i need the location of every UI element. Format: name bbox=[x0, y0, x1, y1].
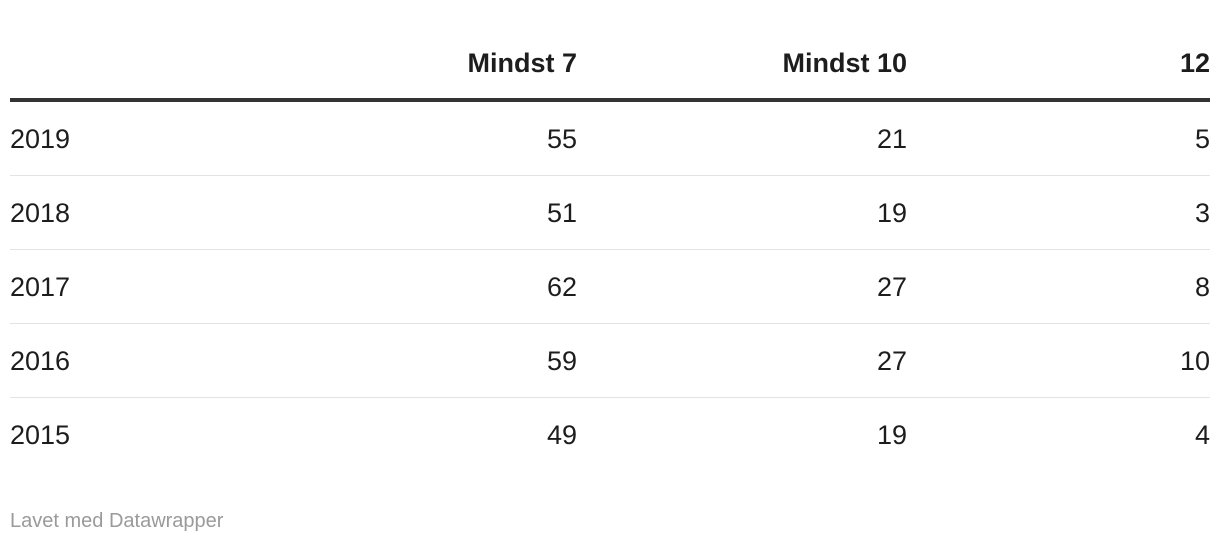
row-label: 2019 bbox=[10, 124, 71, 154]
table-cell: 19 bbox=[876, 420, 907, 450]
table-cell: 5 bbox=[1194, 124, 1210, 154]
table-cell: 27 bbox=[876, 272, 907, 302]
table-cell: 27 bbox=[876, 346, 907, 376]
table-cell: 8 bbox=[1194, 272, 1210, 302]
table-cell: 49 bbox=[546, 420, 577, 450]
column-header: Mindst 10 bbox=[782, 48, 907, 78]
credit: Lavet med Datawrapper bbox=[10, 510, 224, 532]
table-cell: 55 bbox=[546, 124, 577, 154]
row-label: 2018 bbox=[10, 198, 71, 228]
table-cell: 59 bbox=[546, 346, 577, 376]
column-header: 12 bbox=[1179, 48, 1210, 78]
column-header: Mindst 7 bbox=[467, 48, 577, 78]
row-divider bbox=[10, 175, 1210, 176]
table-cell: 4 bbox=[1194, 420, 1210, 450]
row-divider bbox=[10, 397, 1210, 398]
row-divider bbox=[10, 249, 1210, 250]
table-cell: 21 bbox=[876, 124, 907, 154]
row-label: 2016 bbox=[10, 346, 71, 376]
table-cell: 19 bbox=[876, 198, 907, 228]
table-cell: 10 bbox=[1179, 346, 1210, 376]
row-divider bbox=[10, 323, 1210, 324]
table-cell: 62 bbox=[546, 272, 577, 302]
table-cell: 3 bbox=[1194, 198, 1210, 228]
table-cell: 51 bbox=[546, 198, 577, 228]
row-label: 2017 bbox=[10, 272, 71, 302]
header-rule bbox=[10, 98, 1210, 102]
row-label: 2015 bbox=[10, 420, 71, 450]
